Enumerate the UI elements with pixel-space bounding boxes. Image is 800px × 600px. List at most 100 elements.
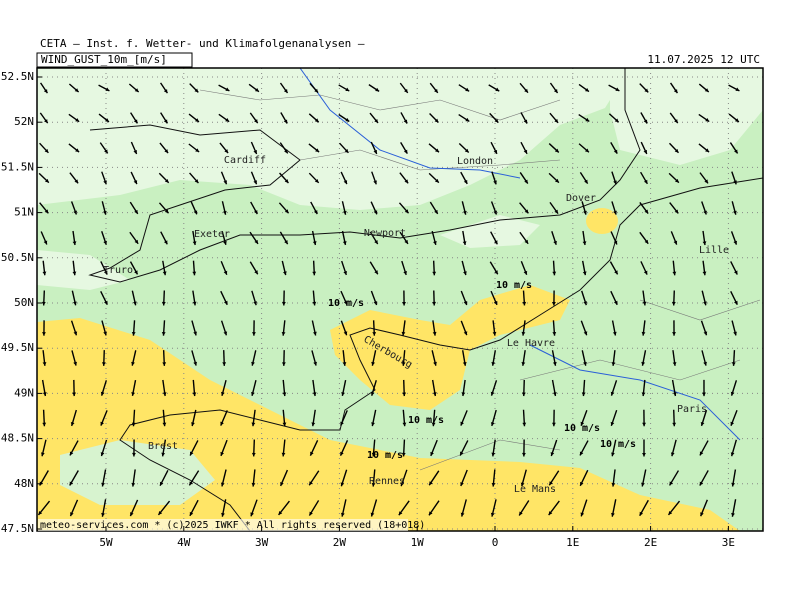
wind-arrow xyxy=(611,201,617,215)
arrow-head xyxy=(134,209,138,214)
wind-arrow xyxy=(432,320,437,336)
wind-arrow xyxy=(608,113,620,123)
arrow-head xyxy=(164,149,169,154)
arrow-head xyxy=(585,117,590,122)
arrow-head xyxy=(521,362,526,366)
field-label: WIND_GUST_10m_[m/s] xyxy=(41,53,167,66)
wind-arrow xyxy=(461,350,467,366)
arrow-head xyxy=(345,117,350,122)
wind-arrow xyxy=(370,201,378,215)
wind-arrow xyxy=(522,409,527,427)
wind-arrow xyxy=(340,410,348,426)
arrow-head xyxy=(253,210,258,215)
wind-arrow xyxy=(370,380,377,396)
arrow-head xyxy=(101,512,105,517)
wind-arrow xyxy=(432,290,437,306)
wind-arrow xyxy=(370,141,378,155)
wind-arrow xyxy=(340,320,348,336)
arrow-head xyxy=(731,512,735,517)
wind-arrow xyxy=(279,469,289,487)
wind-arrow xyxy=(579,469,589,487)
wind-arrow xyxy=(68,83,80,93)
wind-arrow xyxy=(641,350,647,366)
wind-arrow xyxy=(371,469,376,487)
wind-arrow xyxy=(552,290,556,306)
wind-arrow xyxy=(639,202,649,214)
wind-arrow xyxy=(192,230,197,246)
arrow-head xyxy=(311,422,316,427)
wind-arrow xyxy=(311,409,316,427)
arrow-head xyxy=(734,300,738,305)
arrow-head xyxy=(281,331,286,336)
arrow-head xyxy=(251,422,256,427)
wind-arrow xyxy=(129,231,139,245)
wind-arrow xyxy=(71,350,77,366)
wind-arrow xyxy=(40,439,47,457)
arrow-head xyxy=(314,88,319,93)
wind-arrow xyxy=(69,470,79,486)
arrow-head xyxy=(702,241,707,246)
arrow-head xyxy=(281,452,286,457)
arrow-head xyxy=(643,119,648,124)
arrow-head xyxy=(42,422,47,427)
wind-arrow xyxy=(312,260,317,276)
wind-arrow xyxy=(702,230,707,246)
place-label: Exeter xyxy=(194,229,230,240)
arrow-head xyxy=(193,331,197,336)
wind-arrow xyxy=(431,350,437,366)
wind-arrow xyxy=(642,439,646,457)
wind-arrow xyxy=(669,82,679,94)
arrow-head xyxy=(131,332,136,336)
arrow-head xyxy=(371,452,376,457)
wind-arrow xyxy=(69,499,79,517)
arrow-head xyxy=(161,452,166,457)
lat-label: 52N xyxy=(14,115,34,128)
arrow-head xyxy=(41,301,46,306)
arrow-head xyxy=(195,148,200,153)
arrow-head xyxy=(610,391,615,396)
arrow-head xyxy=(521,331,526,336)
arrow-head xyxy=(162,392,167,396)
wind-arrow xyxy=(670,439,677,457)
wind-arrow xyxy=(668,172,680,184)
arrow-head xyxy=(104,300,108,305)
arrow-head xyxy=(342,210,347,215)
arrow-head xyxy=(220,482,225,487)
wind-arrow xyxy=(579,171,589,185)
wind-arrow xyxy=(281,290,286,306)
arrow-head xyxy=(705,148,710,153)
wind-arrow xyxy=(338,113,350,123)
arrow-head xyxy=(704,88,709,92)
wind-arrow xyxy=(668,470,680,486)
arrow-head xyxy=(312,271,317,276)
wind-arrow xyxy=(340,290,348,306)
lat-label: 48N xyxy=(14,477,34,490)
arrow-head xyxy=(370,391,375,396)
wind-arrow xyxy=(581,260,587,276)
wind-arrow xyxy=(520,112,528,124)
wind-arrow xyxy=(249,261,259,275)
wind-arrow xyxy=(101,469,107,487)
arrow-head xyxy=(671,301,676,306)
arrow-head xyxy=(73,301,77,306)
arrow-head xyxy=(611,482,616,487)
arrow-head xyxy=(703,361,707,366)
arrow-head xyxy=(74,88,79,93)
arrow-head xyxy=(552,392,557,396)
arrow-head xyxy=(460,451,464,456)
wind-arrow xyxy=(490,290,498,306)
arrow-head xyxy=(193,210,198,215)
wind-arrow xyxy=(611,171,617,185)
arrow-head xyxy=(192,241,197,246)
wind-arrow xyxy=(220,469,227,487)
wind-arrow xyxy=(699,470,709,486)
wind-arrow xyxy=(41,379,47,397)
arrow-head xyxy=(520,482,525,487)
arrow-head xyxy=(191,422,195,427)
arrow-head xyxy=(432,392,437,396)
arrow-head xyxy=(72,271,77,276)
arrow-head xyxy=(434,178,439,183)
arrow-head xyxy=(674,209,679,214)
wind-arrow xyxy=(100,380,108,396)
